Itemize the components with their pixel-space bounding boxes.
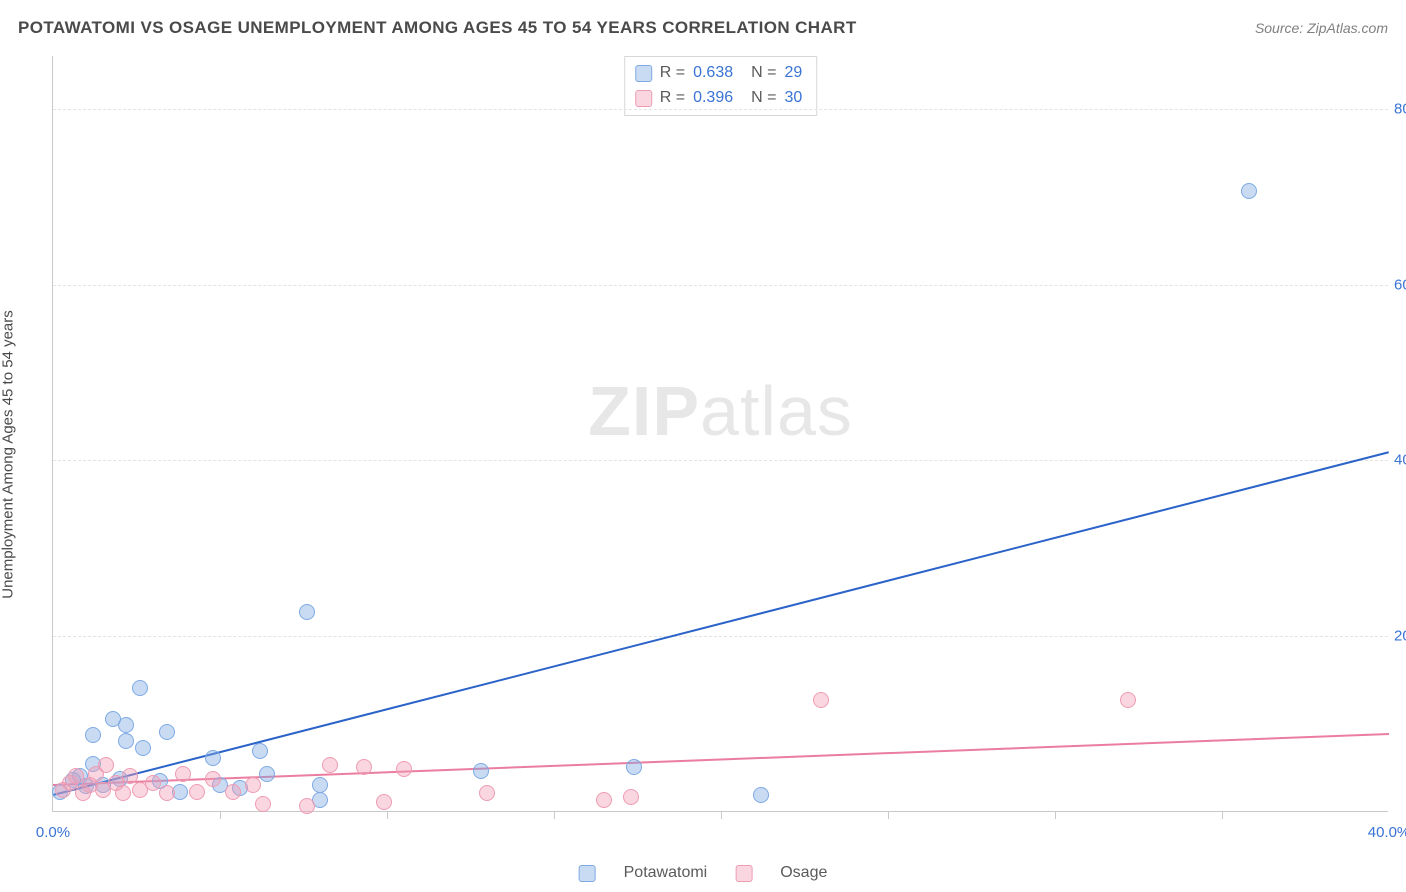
x-tick-label: 0.0%	[36, 824, 70, 841]
title-bar: POTAWATOMI VS OSAGE UNEMPLOYMENT AMONG A…	[18, 18, 1388, 38]
gridline	[53, 636, 1388, 637]
y-axis-label: Unemployment Among Ages 45 to 54 years	[0, 310, 17, 599]
x-tick	[1222, 811, 1223, 819]
data-point	[132, 680, 148, 696]
stat-row: R = 0.638N = 29	[635, 61, 803, 86]
data-point	[205, 771, 221, 787]
x-tick	[387, 811, 388, 819]
legend-swatch	[579, 865, 596, 882]
x-tick	[721, 811, 722, 819]
data-point	[1120, 692, 1136, 708]
source-label: Source: ZipAtlas.com	[1255, 20, 1388, 36]
x-tick-label: 40.0%	[1368, 824, 1406, 841]
y-tick-label: 40.0%	[1394, 452, 1406, 469]
data-point	[225, 784, 241, 800]
legend-label: Potawatomi	[624, 864, 708, 882]
scatter-plot: ZIPatlas R = 0.638N = 29R = 0.396N = 30 …	[52, 56, 1388, 812]
data-point	[376, 794, 392, 810]
y-tick-label: 80.0%	[1394, 100, 1406, 117]
data-point	[115, 785, 131, 801]
x-tick	[888, 811, 889, 819]
data-point	[189, 784, 205, 800]
data-point	[175, 766, 191, 782]
data-point	[245, 777, 261, 793]
stat-row: R = 0.396N = 30	[635, 86, 803, 111]
x-tick	[1055, 811, 1056, 819]
data-point	[322, 757, 338, 773]
data-point	[813, 692, 829, 708]
data-point	[159, 724, 175, 740]
gridline	[53, 460, 1388, 461]
legend-swatch	[735, 865, 752, 882]
legend-label: Osage	[780, 864, 827, 882]
data-point	[479, 785, 495, 801]
data-point	[85, 727, 101, 743]
data-point	[623, 789, 639, 805]
gridline	[53, 285, 1388, 286]
data-point	[396, 761, 412, 777]
data-point	[753, 787, 769, 803]
data-point	[259, 766, 275, 782]
data-point	[205, 750, 221, 766]
y-tick-label: 60.0%	[1394, 276, 1406, 293]
data-point	[98, 757, 114, 773]
legend-swatch	[635, 65, 652, 82]
data-point	[135, 740, 151, 756]
data-point	[118, 717, 134, 733]
data-point	[299, 604, 315, 620]
legend-swatch	[635, 90, 652, 107]
y-tick-label: 20.0%	[1394, 628, 1406, 645]
data-point	[118, 733, 134, 749]
data-point	[596, 792, 612, 808]
stat-box: R = 0.638N = 29R = 0.396N = 30	[624, 56, 818, 116]
data-point	[626, 759, 642, 775]
x-tick	[554, 811, 555, 819]
x-tick	[220, 811, 221, 819]
data-point	[473, 763, 489, 779]
data-point	[1241, 183, 1257, 199]
data-point	[299, 798, 315, 814]
data-point	[252, 743, 268, 759]
chart-title: POTAWATOMI VS OSAGE UNEMPLOYMENT AMONG A…	[18, 18, 857, 38]
data-point	[159, 785, 175, 801]
data-point	[356, 759, 372, 775]
watermark: ZIPatlas	[588, 371, 853, 451]
data-point	[312, 777, 328, 793]
data-point	[255, 796, 271, 812]
bottom-legend: Potawatomi Osage	[579, 864, 828, 882]
data-point	[122, 768, 138, 784]
gridline	[53, 109, 1388, 110]
